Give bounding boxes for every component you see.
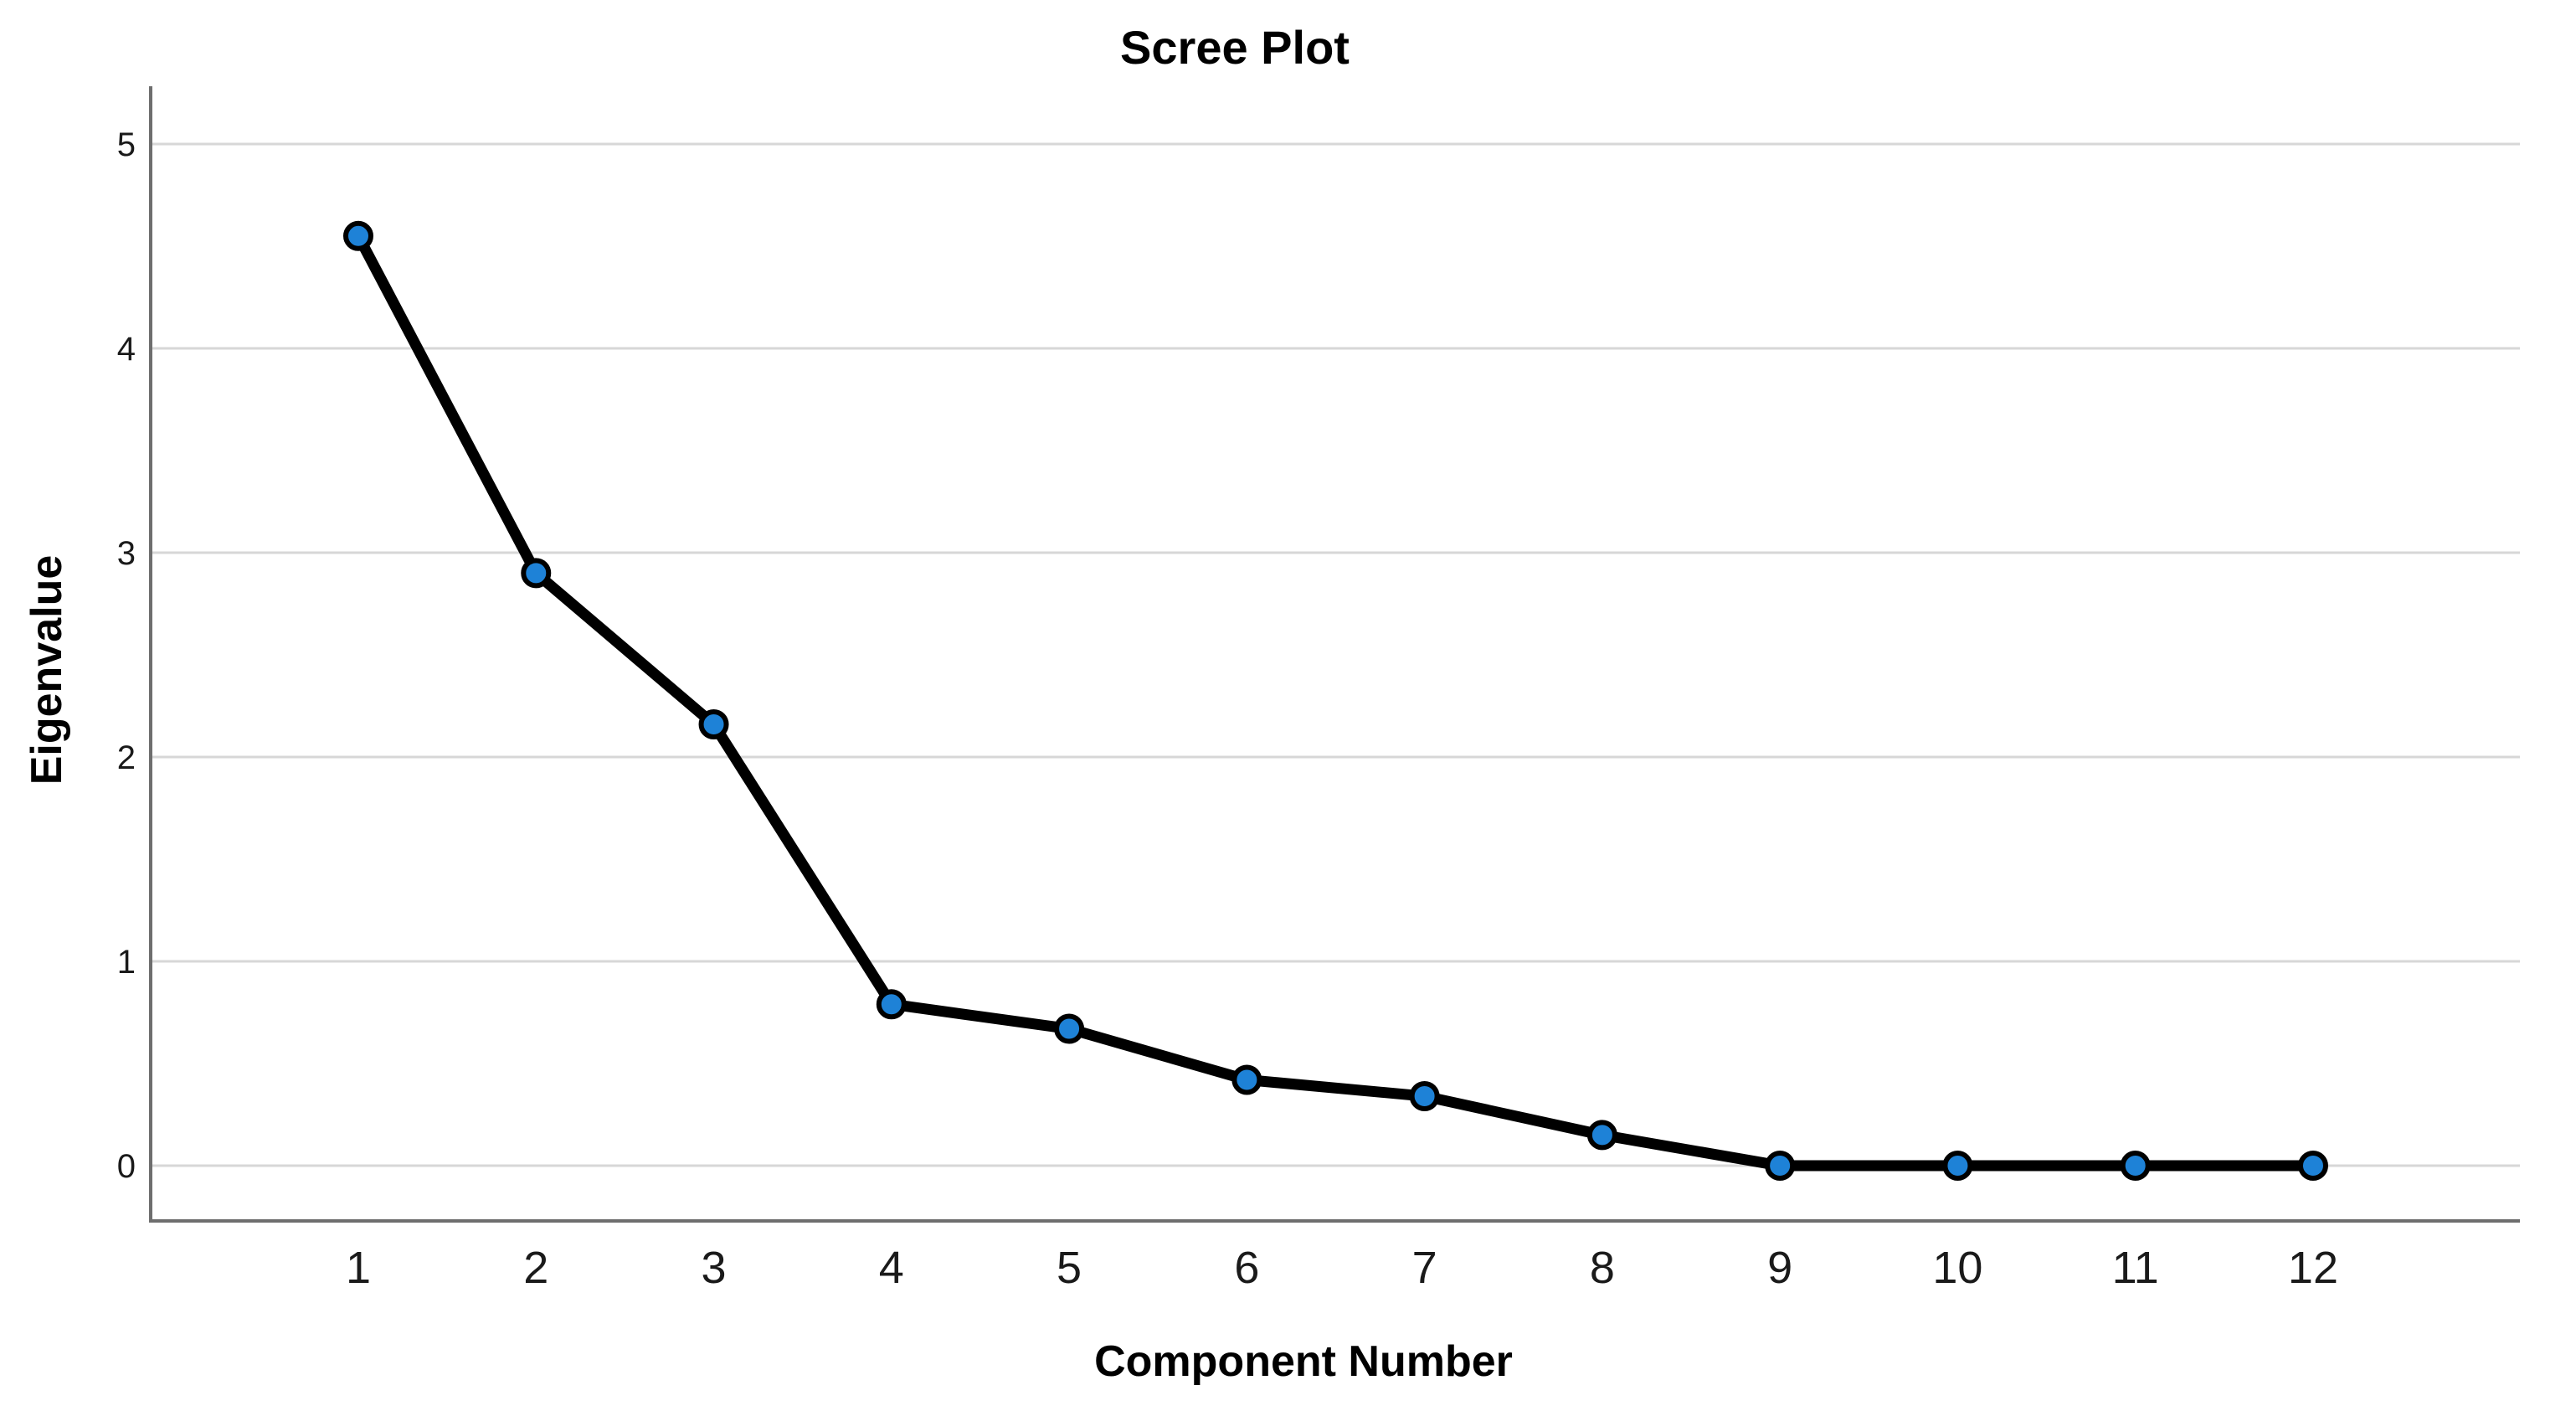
chart-title: Scree Plot [1120, 21, 1350, 74]
x-tick-label: 11 [2112, 1243, 2159, 1293]
x-tick-label: 3 [702, 1243, 727, 1293]
x-tick-label: 8 [1590, 1243, 1615, 1293]
x-tick-label: 4 [879, 1243, 904, 1293]
x-tick-label: 7 [1412, 1243, 1437, 1293]
y-axis-title: Eigenvalue [23, 554, 71, 785]
y-tick-label: 1 [117, 944, 136, 981]
eigenvalue-line [353, 233, 2313, 1172]
data-point-marker [1942, 1151, 1973, 1181]
y-tick-label: 0 [117, 1148, 136, 1185]
data-point-marker [876, 989, 907, 1020]
data-point-marker [2120, 1151, 2151, 1181]
x-tick-label: 10 [1932, 1243, 1982, 1293]
x-tick-label: 12 [2288, 1243, 2338, 1293]
data-point-marker [521, 558, 552, 589]
data-point-marker [343, 220, 373, 251]
data-point-marker [1231, 1064, 1262, 1095]
x-tick-label: 5 [1057, 1243, 1082, 1293]
y-tick-label: 3 [117, 535, 136, 572]
y-tick-label: 2 [117, 739, 136, 776]
y-tick-label: 4 [117, 331, 136, 368]
data-point-marker [1054, 1013, 1085, 1044]
data-point-marker [1586, 1120, 1617, 1151]
x-tick-label: 2 [523, 1243, 548, 1293]
data-point-marker [1765, 1151, 1796, 1181]
x-axis-title: Component Number [1094, 1337, 1513, 1386]
data-point-marker [698, 708, 729, 739]
x-tick-label: 9 [1767, 1243, 1792, 1293]
y-tick-label: 5 [117, 126, 136, 163]
x-tick-label: 1 [346, 1243, 371, 1293]
data-point-marker [1409, 1081, 1440, 1112]
x-tick-label: 6 [1234, 1243, 1259, 1293]
data-point-marker [2297, 1151, 2328, 1181]
